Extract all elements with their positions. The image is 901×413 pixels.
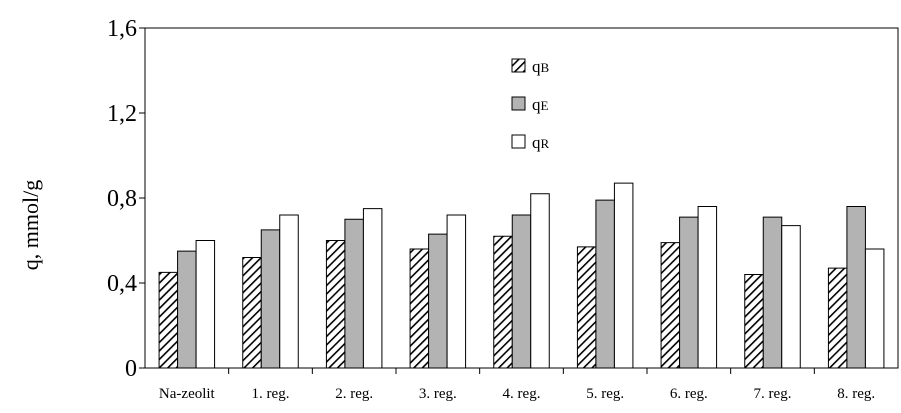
legend-swatch-qB xyxy=(511,58,526,73)
legend-swatch-qE xyxy=(511,96,526,111)
x-axis-ticks: Na-zeolit 1. reg. 2. reg. 3. reg. 4. reg. 5. … xyxy=(159,368,875,402)
x-tick-label: 8. reg. xyxy=(837,386,875,402)
y-tick-label: 1,6 xyxy=(107,16,137,42)
x-tick-label: Na-zeolit xyxy=(159,386,216,402)
bar-qB-7 xyxy=(744,274,764,369)
bar-qR-2 xyxy=(362,208,383,369)
legend-label-qE: qE xyxy=(532,95,549,114)
y-axis-label: q, mmol/g xyxy=(18,180,43,270)
bar-qB-0 xyxy=(158,271,179,369)
legend-swatch-qR xyxy=(511,134,526,149)
bar-qR-7 xyxy=(781,225,801,369)
bar-qE-5 xyxy=(595,199,615,369)
x-tick-label: 2. reg. xyxy=(335,386,373,402)
bar-qE-7 xyxy=(762,216,783,369)
bar-qR-6 xyxy=(697,206,718,369)
bar-qR-5 xyxy=(613,182,634,369)
bar-qE-1 xyxy=(260,229,281,369)
legend-label-qB: qB xyxy=(532,57,550,76)
bar-qR-1 xyxy=(279,214,299,369)
bar-qE-2 xyxy=(344,218,364,369)
bar-qB-6 xyxy=(660,242,681,369)
bar-qB-3 xyxy=(409,248,430,369)
bar-qE-3 xyxy=(428,233,448,369)
bar-qE-8 xyxy=(846,206,866,369)
y-tick-label: 0 xyxy=(125,356,137,382)
bar-qB-8 xyxy=(827,267,848,369)
y-tick-label: 0,4 xyxy=(107,271,137,297)
x-tick-label: 7. reg. xyxy=(754,386,792,402)
x-tick-label: 6. reg. xyxy=(670,386,708,402)
bar-qB-5 xyxy=(576,246,597,369)
x-tick-label: 1. reg. xyxy=(252,386,290,402)
bar-qR-4 xyxy=(530,193,550,369)
bar-qR-0 xyxy=(195,240,216,369)
bar-qE-6 xyxy=(679,216,699,369)
bar-qB-4 xyxy=(493,235,513,369)
bar-qB-1 xyxy=(242,257,262,369)
bar-qB-2 xyxy=(325,240,346,369)
bars xyxy=(158,182,885,369)
x-tick-label: 4. reg. xyxy=(503,386,541,402)
legend: qB qE qR xyxy=(511,57,550,152)
y-tick-label: 0,8 xyxy=(107,186,137,212)
bar-qE-4 xyxy=(511,214,532,369)
bar-qR-8 xyxy=(864,248,885,369)
legend-label-qR: qR xyxy=(532,133,550,152)
x-tick-label: 3. reg. xyxy=(419,386,457,402)
bar-qR-3 xyxy=(446,214,467,369)
y-axis-ticks: 0 0,4 0,8 1,2 1,6 xyxy=(107,16,145,382)
bar-qE-0 xyxy=(177,250,197,369)
x-tick-label: 5. reg. xyxy=(586,386,624,402)
y-tick-label: 1,2 xyxy=(107,101,137,127)
